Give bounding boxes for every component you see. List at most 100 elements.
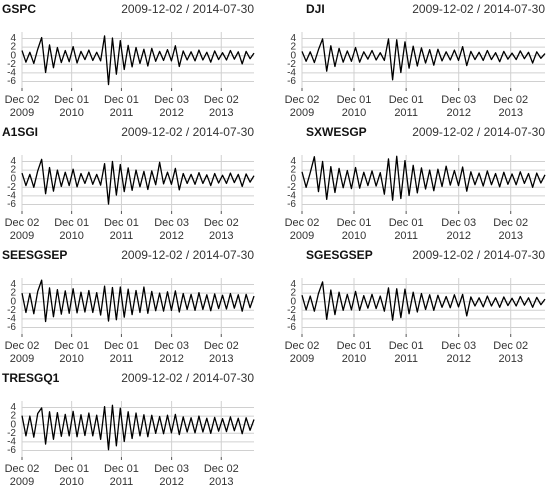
x-tick-label: Dec 01	[54, 94, 89, 106]
y-tick-label: -4	[287, 314, 296, 325]
panel-title: SEESGSEP	[2, 248, 67, 262]
x-tick-year: 2011	[394, 107, 418, 119]
panel-subtitle: 2009-12-02 / 2014-07-30	[121, 248, 254, 262]
x-tick-year: 2010	[342, 353, 366, 365]
x-tick-year: 2012	[159, 353, 183, 365]
x-tick-year: 2012	[159, 230, 183, 242]
series-line	[301, 155, 546, 201]
x-tick-label: Dec 02	[5, 463, 40, 475]
x-tick-year: 2013	[209, 107, 233, 119]
panel-subtitle: 2009-12-02 / 2014-07-30	[121, 125, 254, 139]
y-tick-label: 0	[290, 296, 296, 307]
x-tick-year: 2013	[498, 353, 522, 365]
y-tick-label: -6	[287, 76, 296, 87]
y-tick-label: -4	[287, 191, 296, 202]
y-tick-label: -6	[287, 199, 296, 210]
x-tick-year: 2009	[10, 353, 34, 365]
y-tick-label: -2	[7, 182, 16, 193]
x-tick-year: 2012	[159, 107, 183, 119]
x-tick-year: 2010	[59, 353, 83, 365]
x-tick-label: Dec 01	[54, 340, 89, 352]
y-tick-label: 0	[10, 173, 16, 184]
y-tick-label: 2	[10, 165, 16, 176]
y-tick-label: 2	[290, 288, 296, 299]
x-tick-label: Dec 02	[204, 217, 239, 229]
x-tick-year: 2009	[290, 107, 314, 119]
y-tick-label: -4	[7, 68, 16, 79]
x-tick-label: Dec 02	[204, 94, 239, 106]
x-tick-label: Dec 03	[154, 94, 189, 106]
x-tick-label: Dec 02	[285, 94, 320, 106]
y-tick-label: -6	[7, 199, 16, 210]
x-tick-label: Dec 01	[54, 217, 89, 229]
y-tick-label: 0	[10, 419, 16, 430]
x-tick-label: Dec 02	[285, 217, 320, 229]
x-tick-year: 2011	[394, 230, 418, 242]
y-tick-label: -2	[287, 59, 296, 70]
x-tick-year: 2010	[59, 476, 83, 488]
y-tick-label: -4	[287, 68, 296, 79]
x-tick-year: 2011	[110, 230, 134, 242]
x-tick-year: 2011	[110, 107, 134, 119]
y-tick-label: -4	[7, 437, 16, 448]
y-tick-label: -6	[287, 322, 296, 333]
x-tick-year: 2011	[110, 353, 134, 365]
y-tick-label: -6	[7, 76, 16, 87]
y-tick-label: 2	[10, 411, 16, 422]
y-tick-label: 2	[10, 42, 16, 53]
y-tick-label: -4	[7, 314, 16, 325]
x-tick-year: 2012	[446, 107, 470, 119]
x-tick-label: Dec 01	[389, 94, 424, 106]
x-tick-year: 2012	[446, 353, 470, 365]
y-tick-label: 4	[10, 402, 16, 413]
x-tick-year: 2009	[10, 476, 34, 488]
panel-title: DJI	[306, 2, 325, 16]
x-tick-year: 2012	[446, 230, 470, 242]
x-tick-year: 2013	[498, 107, 522, 119]
panel-title: SXWESGP	[306, 125, 367, 139]
series-line	[21, 35, 255, 86]
panel-subtitle: 2009-12-02 / 2014-07-30	[121, 371, 254, 385]
x-tick-label: Dec 02	[204, 340, 239, 352]
y-tick-label: 4	[290, 33, 296, 44]
y-tick-label: -2	[287, 305, 296, 316]
x-tick-label: Dec 03	[441, 217, 476, 229]
y-tick-label: 4	[10, 279, 16, 290]
panel-subtitle: 2009-12-02 / 2014-07-30	[412, 125, 545, 139]
x-tick-year: 2009	[290, 230, 314, 242]
x-tick-year: 2013	[209, 476, 233, 488]
x-tick-label: Dec 03	[441, 340, 476, 352]
x-tick-label: Dec 01	[104, 94, 139, 106]
panel-title: SGESGSEP	[306, 248, 373, 262]
x-tick-label: Dec 01	[104, 340, 139, 352]
series-line	[21, 158, 255, 205]
panel-subtitle: 2009-12-02 / 2014-07-30	[412, 2, 545, 16]
y-tick-label: 4	[10, 156, 16, 167]
x-tick-year: 2013	[498, 230, 522, 242]
x-tick-label: Dec 01	[337, 340, 372, 352]
y-tick-label: -2	[287, 182, 296, 193]
y-tick-label: 2	[290, 165, 296, 176]
y-tick-label: 4	[290, 156, 296, 167]
x-tick-year: 2010	[59, 230, 83, 242]
y-tick-label: 0	[10, 50, 16, 61]
x-tick-label: Dec 03	[154, 217, 189, 229]
x-tick-label: Dec 02	[493, 340, 528, 352]
x-tick-label: Dec 02	[493, 217, 528, 229]
x-tick-label: Dec 03	[441, 94, 476, 106]
y-tick-label: 0	[290, 50, 296, 61]
x-tick-label: Dec 01	[104, 463, 139, 475]
y-tick-label: 4	[10, 33, 16, 44]
series-line	[21, 404, 255, 451]
x-tick-year: 2010	[59, 107, 83, 119]
x-tick-label: Dec 01	[389, 340, 424, 352]
y-tick-label: -2	[7, 305, 16, 316]
y-tick-label: 2	[10, 288, 16, 299]
x-tick-year: 2010	[342, 107, 366, 119]
x-tick-label: Dec 02	[493, 94, 528, 106]
panel-subtitle: 2009-12-02 / 2014-07-30	[121, 2, 254, 16]
series-line	[21, 279, 255, 323]
x-tick-label: Dec 01	[54, 463, 89, 475]
x-tick-label: Dec 02	[5, 340, 40, 352]
